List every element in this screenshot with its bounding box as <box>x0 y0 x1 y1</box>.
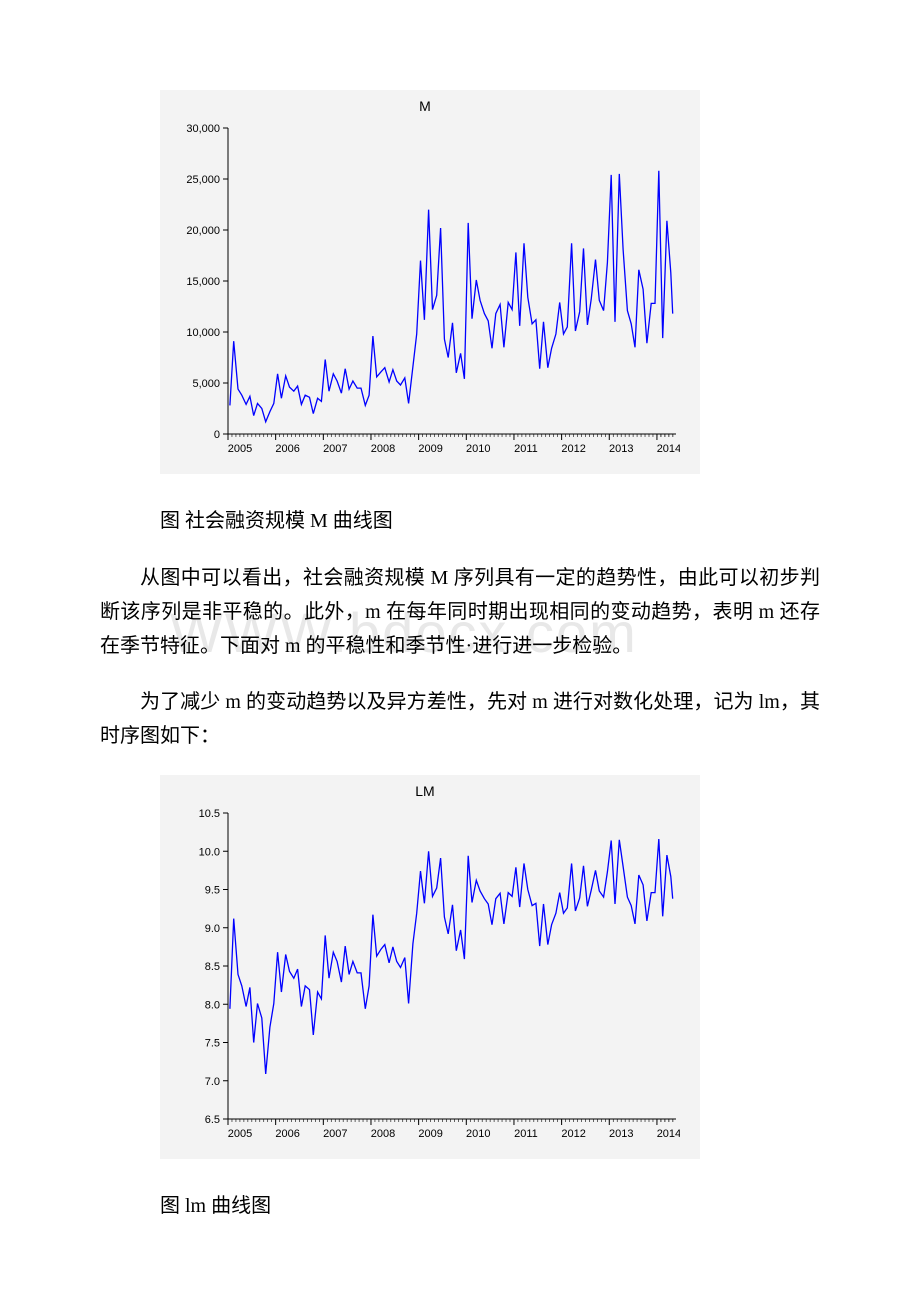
caption-chart-m: 图 社会融资规模 M 曲线图 <box>160 504 820 533</box>
svg-text:25,000: 25,000 <box>186 174 220 186</box>
svg-text:2009: 2009 <box>418 1128 442 1140</box>
chart-lm-container: LM 6.5 7.0 7.5 8.0 8.5 9.0 9.5 10.0 10.5 2005 2006… <box>160 775 820 1159</box>
chart-lm-title: LM <box>170 783 680 799</box>
svg-text:8.0: 8.0 <box>205 999 220 1011</box>
svg-text:2013: 2013 <box>609 443 633 455</box>
svg-text:2006: 2006 <box>275 443 299 455</box>
svg-text:10.5: 10.5 <box>199 808 220 820</box>
svg-text:6.5: 6.5 <box>205 1114 220 1126</box>
svg-text:10.0: 10.0 <box>199 846 220 858</box>
svg-text:2012: 2012 <box>561 443 585 455</box>
svg-text:15,000: 15,000 <box>186 276 220 288</box>
svg-text:20,000: 20,000 <box>186 225 220 237</box>
svg-text:30,000: 30,000 <box>186 123 220 135</box>
svg-text:2008: 2008 <box>371 443 395 455</box>
chart-m-title: M <box>170 98 680 114</box>
svg-text:2005: 2005 <box>228 443 252 455</box>
svg-text:2010: 2010 <box>466 443 490 455</box>
paragraph-1: 从图中可以看出，社会融资规模 M 序列具有一定的趋势性，由此可以初步判断该序列是… <box>100 561 820 663</box>
svg-text:2008: 2008 <box>371 1128 395 1140</box>
svg-text:2013: 2013 <box>609 1128 633 1140</box>
svg-text:7.0: 7.0 <box>205 1076 220 1088</box>
chart-lm-svg: 6.5 7.0 7.5 8.0 8.5 9.0 9.5 10.0 10.5 2005 2006 200… <box>170 807 680 1147</box>
svg-text:2005: 2005 <box>228 1128 252 1140</box>
svg-text:2010: 2010 <box>466 1128 490 1140</box>
svg-text:2012: 2012 <box>561 1128 585 1140</box>
svg-text:5,000: 5,000 <box>192 378 220 390</box>
svg-text:2009: 2009 <box>418 443 442 455</box>
svg-text:9.0: 9.0 <box>205 923 220 935</box>
svg-text:10,000: 10,000 <box>186 327 220 339</box>
svg-text:7.5: 7.5 <box>205 1038 220 1050</box>
svg-text:9.5: 9.5 <box>205 885 220 897</box>
caption-chart-lm: 图 lm 曲线图 <box>160 1189 820 1218</box>
svg-text:2007: 2007 <box>323 1128 347 1140</box>
chart-m-container: M 0 5,000 10,000 15,000 20,000 25,000 30,000 20… <box>160 90 820 474</box>
svg-text:8.5: 8.5 <box>205 961 220 973</box>
paragraph-2: 为了减少 m 的变动趋势以及异方差性，先对 m 进行对数化处理，记为 lm，其时… <box>100 685 820 753</box>
chart-m-svg: 0 5,000 10,000 15,000 20,000 25,000 30,000 2005… <box>170 122 680 462</box>
svg-text:0: 0 <box>214 429 220 441</box>
svg-text:2011: 2011 <box>514 443 538 455</box>
svg-text:2014: 2014 <box>657 443 680 455</box>
svg-text:2014: 2014 <box>657 1128 680 1140</box>
svg-text:2006: 2006 <box>275 1128 299 1140</box>
svg-text:2011: 2011 <box>514 1128 538 1140</box>
svg-text:2007: 2007 <box>323 443 347 455</box>
